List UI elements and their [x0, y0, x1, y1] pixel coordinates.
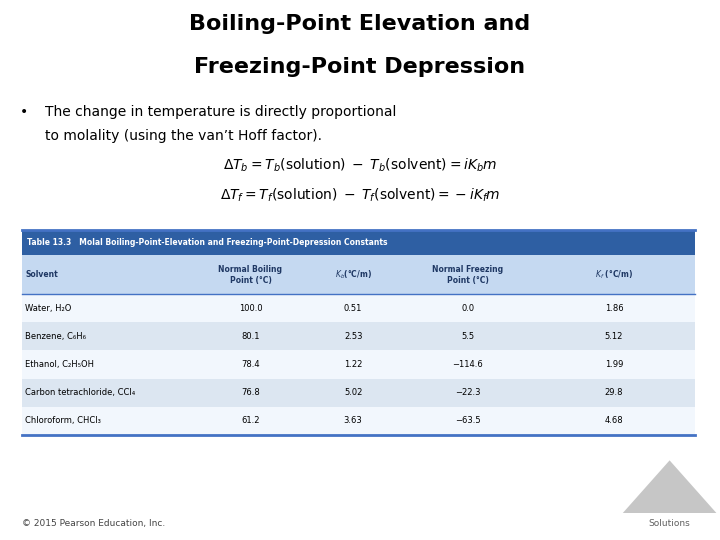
FancyBboxPatch shape	[22, 255, 695, 294]
Text: 5.02: 5.02	[344, 388, 362, 397]
Text: 78.4: 78.4	[241, 360, 260, 369]
Text: Table 13.3   Molal Boiling-Point-Elevation and Freezing-Point-Depression Constan: Table 13.3 Molal Boiling-Point-Elevation…	[27, 238, 388, 247]
Text: 1.22: 1.22	[344, 360, 362, 369]
Text: 1.99: 1.99	[605, 360, 624, 369]
FancyBboxPatch shape	[22, 407, 695, 435]
Text: $K_b$(°C/m): $K_b$(°C/m)	[335, 268, 372, 281]
Text: to molality (using the van’t Hoff factor).: to molality (using the van’t Hoff factor…	[45, 129, 322, 143]
Text: 0.51: 0.51	[344, 304, 362, 313]
Text: $\Delta T_b = T_b(\mathrm{solution}) \; - \; T_b(\mathrm{solvent}) = iK_bm$: $\Delta T_b = T_b(\mathrm{solution}) \; …	[222, 157, 498, 174]
FancyBboxPatch shape	[22, 350, 695, 379]
Text: •: •	[20, 105, 28, 119]
Text: Normal Freezing
Point (°C): Normal Freezing Point (°C)	[432, 265, 503, 285]
FancyBboxPatch shape	[22, 294, 695, 322]
Text: Benzene, C₆H₆: Benzene, C₆H₆	[25, 332, 86, 341]
Text: © 2015 Pearson Education, Inc.: © 2015 Pearson Education, Inc.	[22, 519, 165, 528]
Text: Water, H₂O: Water, H₂O	[25, 304, 71, 313]
Text: $\Delta T_f = T_f(\mathrm{solution}) \; - \; T_f(\mathrm{solvent}) = -iK_fm$: $\Delta T_f = T_f(\mathrm{solution}) \; …	[220, 186, 500, 204]
Text: Solutions: Solutions	[649, 519, 690, 529]
FancyBboxPatch shape	[22, 379, 695, 407]
Text: 76.8: 76.8	[241, 388, 260, 397]
Text: 61.2: 61.2	[241, 416, 260, 425]
Text: 2.53: 2.53	[344, 332, 362, 341]
Text: 5.5: 5.5	[461, 332, 474, 341]
Text: 0.0: 0.0	[461, 304, 474, 313]
Text: Boiling-Point Elevation and: Boiling-Point Elevation and	[189, 14, 531, 33]
FancyBboxPatch shape	[22, 230, 695, 255]
Text: 1.86: 1.86	[605, 304, 624, 313]
Text: Solvent: Solvent	[25, 271, 58, 279]
Polygon shape	[623, 460, 716, 513]
Text: −63.5: −63.5	[455, 416, 480, 425]
Text: Ethanol, C₂H₅OH: Ethanol, C₂H₅OH	[25, 360, 94, 369]
Text: $K_f$ (°C/m): $K_f$ (°C/m)	[595, 268, 633, 281]
Text: 80.1: 80.1	[241, 332, 260, 341]
Text: Freezing-Point Depression: Freezing-Point Depression	[194, 57, 526, 77]
Text: −22.3: −22.3	[455, 388, 480, 397]
Text: Normal Boiling
Point (°C): Normal Boiling Point (°C)	[218, 265, 282, 285]
Text: Chloroform, CHCl₃: Chloroform, CHCl₃	[25, 416, 101, 425]
Text: Carbon tetrachloride, CCl₄: Carbon tetrachloride, CCl₄	[25, 388, 135, 397]
Text: The change in temperature is directly proportional: The change in temperature is directly pr…	[45, 105, 396, 119]
Text: 100.0: 100.0	[238, 304, 262, 313]
Text: 5.12: 5.12	[605, 332, 624, 341]
Text: 4.68: 4.68	[605, 416, 624, 425]
Text: 29.8: 29.8	[605, 388, 624, 397]
FancyBboxPatch shape	[22, 322, 695, 350]
Text: −114.6: −114.6	[452, 360, 483, 369]
Text: 3.63: 3.63	[343, 416, 363, 425]
